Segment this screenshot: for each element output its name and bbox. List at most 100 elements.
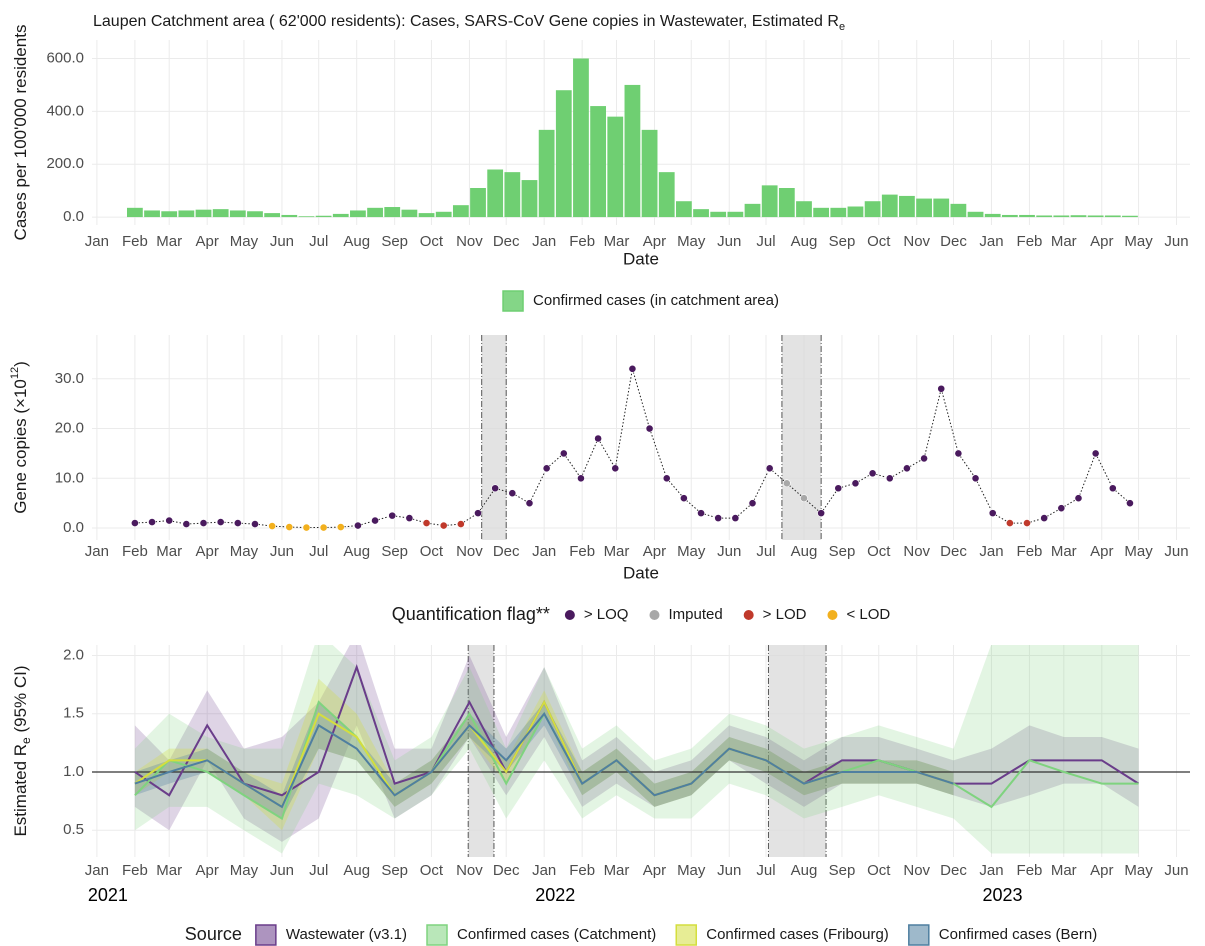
bar [1122, 215, 1138, 218]
y-tick-label: 30.0 [55, 370, 84, 387]
data-point [336, 523, 345, 531]
connector [597, 438, 616, 469]
bar [607, 116, 624, 218]
bar [161, 211, 178, 218]
legend-label: Wastewater (v3.1) [286, 926, 407, 943]
x-tick-label: Nov [456, 862, 483, 879]
x-tick-label: Jan [532, 862, 556, 879]
x-tick-label: Aug [343, 862, 370, 879]
connector [923, 388, 942, 459]
data-point [251, 520, 259, 528]
x-tick-label: Apr [1090, 543, 1113, 560]
x-tick-label: Feb [122, 543, 148, 560]
x-tick-label: Jan [979, 862, 1003, 879]
bar [452, 205, 469, 218]
data-point [834, 484, 843, 493]
legend-key [426, 924, 448, 946]
x-tick-label: May [230, 233, 259, 250]
bar [693, 209, 709, 218]
bar [675, 201, 692, 218]
data-point [611, 464, 620, 473]
x-tick-label: Nov [903, 543, 930, 560]
x-tick-label: Jun [717, 233, 741, 250]
y-tick-label: 0.5 [63, 821, 84, 838]
data-point [268, 522, 277, 530]
data-point [868, 469, 877, 478]
x-tick-label: Sep [381, 862, 408, 879]
x-tick-label: Nov [456, 543, 483, 560]
data-point [765, 464, 774, 473]
data-point [559, 449, 568, 458]
y-axis-title-end: (95% CI) [11, 665, 30, 737]
x-tick-label: Jul [756, 233, 775, 250]
y-tick-label: 0.0 [63, 208, 84, 225]
x-tick-label: Dec [940, 543, 967, 560]
x-tick-label: Feb [1017, 862, 1043, 879]
connector [975, 478, 994, 514]
bar [281, 214, 298, 218]
legend-title: Source [185, 924, 242, 944]
data-point [388, 511, 397, 520]
data-point [491, 484, 500, 493]
bar [590, 106, 607, 218]
data-point [1057, 504, 1066, 513]
bar [126, 207, 143, 218]
x-tick-label: Aug [791, 862, 818, 879]
x-tick-label: Jun [270, 233, 294, 250]
connector [529, 468, 548, 504]
legend: Confirmed cases (in catchment area) [502, 290, 779, 312]
data-point [148, 518, 156, 526]
x-axis-title: Date [623, 249, 659, 268]
legend-key [649, 610, 660, 620]
x-tick-label: Sep [381, 543, 408, 560]
bar [624, 84, 641, 218]
y-axis-title: Estimated Re (95% CI) [11, 665, 33, 836]
data-point [714, 514, 723, 523]
bar [761, 185, 778, 218]
x-tick-label: Jun [1164, 862, 1188, 879]
bar [555, 90, 572, 218]
data-point [662, 474, 671, 483]
data-point [1005, 519, 1014, 527]
data-point [851, 479, 860, 488]
x-tick-label: May [677, 233, 706, 250]
panel: Jan Feb Mar Apr May Jun Jul Aug Sep Oct Nov Dec Jan F… [11, 645, 1190, 905]
data-point [182, 520, 191, 528]
bar [367, 207, 383, 218]
data-point [508, 489, 517, 498]
x-tick-label: Dec [940, 233, 967, 250]
data-point [1023, 519, 1031, 527]
data-point [817, 509, 826, 518]
x-tick-label: Mar [156, 543, 182, 560]
x-tick-label: May [677, 862, 706, 879]
x-tick-label: Jul [309, 862, 328, 879]
x-tick-label: Mar [604, 233, 630, 250]
bar [1019, 214, 1035, 218]
data-point [542, 464, 551, 473]
x-tick-label: Feb [122, 862, 148, 879]
data-point [903, 464, 911, 473]
x-tick-label: Jun [270, 543, 294, 560]
x-tick-label: Sep [829, 862, 856, 879]
bar [247, 211, 263, 218]
x-tick-label: Aug [343, 233, 370, 250]
y-tick-label: 400.0 [46, 102, 84, 119]
x-tick-label: Feb [1017, 233, 1043, 250]
x-tick-label: Mar [156, 862, 182, 879]
x-tick-label: Sep [829, 543, 856, 560]
x-tick-label: Jul [756, 543, 775, 560]
x-tick-label: Jul [309, 233, 328, 250]
title-text: Laupen Catchment area ( 62'000 residents… [93, 13, 839, 30]
x-tick-label: Mar [604, 543, 630, 560]
x-tick-label: Mar [1051, 543, 1077, 560]
ci-ribbon [134, 645, 1139, 854]
bar [178, 210, 195, 218]
x-tick-label: Oct [420, 862, 444, 879]
data-point [422, 519, 431, 527]
x-tick-label: Feb [569, 862, 595, 879]
bar [350, 210, 366, 218]
bar [195, 209, 212, 218]
x-tick-label: Jul [309, 543, 328, 560]
data-point [405, 514, 414, 523]
connector [1078, 453, 1097, 499]
